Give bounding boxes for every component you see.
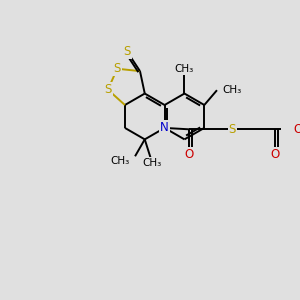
Text: S: S bbox=[124, 46, 131, 59]
Text: O: O bbox=[293, 123, 300, 136]
Text: N: N bbox=[160, 122, 169, 134]
Text: S: S bbox=[104, 83, 112, 96]
Text: S: S bbox=[113, 62, 121, 75]
Text: O: O bbox=[184, 148, 194, 161]
Text: CH₃: CH₃ bbox=[222, 85, 241, 95]
Text: CH₃: CH₃ bbox=[142, 158, 162, 168]
Text: CH₃: CH₃ bbox=[175, 64, 194, 74]
Text: CH₃: CH₃ bbox=[111, 156, 130, 166]
Text: O: O bbox=[271, 148, 280, 161]
Text: S: S bbox=[229, 123, 236, 136]
